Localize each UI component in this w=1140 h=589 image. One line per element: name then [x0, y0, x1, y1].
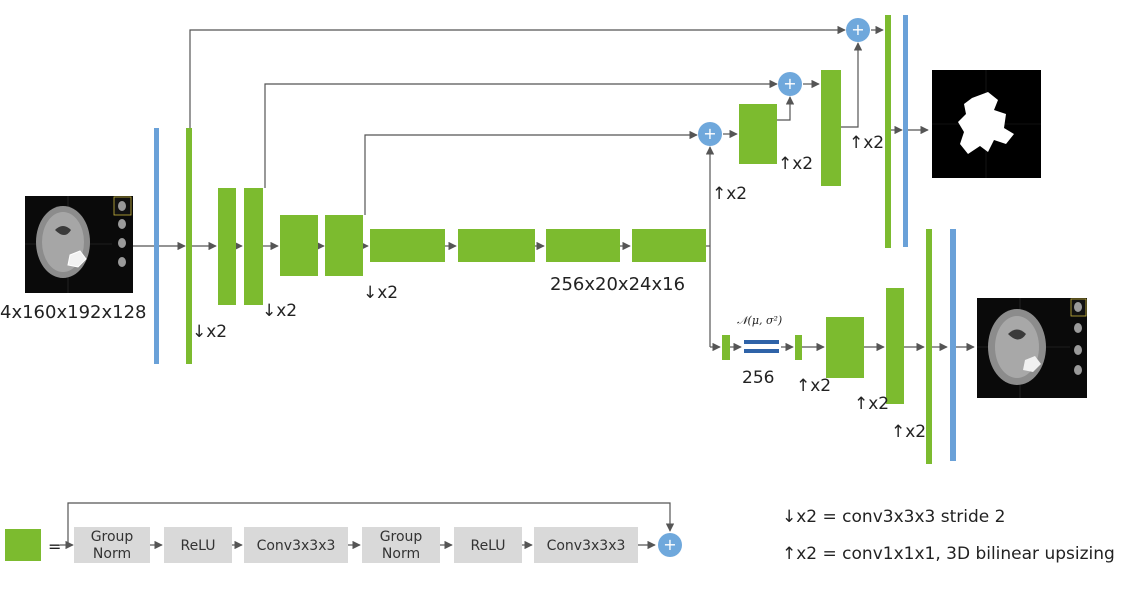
- down-label: ↓x2: [192, 322, 227, 342]
- input-shape-label: 4x160x192x128: [0, 302, 146, 323]
- input-blue-bar: [154, 128, 159, 364]
- reconstruction-output-image: [977, 298, 1087, 398]
- encoder-blocks: [186, 128, 706, 364]
- up-label: ↑x2: [891, 422, 926, 442]
- encoder-block: [218, 188, 236, 305]
- input-mri-image: [25, 196, 133, 293]
- decoder-blocks: [739, 15, 891, 248]
- encoder-block: [370, 229, 445, 262]
- vae-blocks: [722, 229, 932, 464]
- legend-step-label: ReLU: [180, 538, 215, 554]
- legend-step-label: Conv3x3x3: [257, 538, 336, 554]
- legend-step-box: [454, 527, 522, 563]
- down-definition: ↓x2 = conv3x3x3 stride 2: [782, 507, 1005, 527]
- down-label: ↓x2: [363, 283, 398, 303]
- plus-node: +: [658, 533, 682, 557]
- connections: [108, 25, 975, 352]
- blue-bars: [154, 15, 956, 461]
- latent-dim-label: 256: [742, 368, 774, 388]
- plus-node: +: [698, 122, 722, 146]
- decoder-block: [739, 104, 777, 164]
- encoder-block: [632, 229, 706, 262]
- decoder-block: [821, 70, 841, 186]
- latent-distribution-label: 𝒩(μ, σ²): [737, 314, 782, 327]
- vae-block: [795, 335, 802, 360]
- legend-step-label: ReLU: [470, 538, 505, 554]
- legend-step-box: [362, 527, 440, 563]
- legend-step-box: [74, 527, 150, 563]
- svg-text:+: +: [703, 124, 716, 143]
- encoder-block: [244, 188, 263, 305]
- up-label: ↑x2: [796, 376, 831, 396]
- down-label: ↓x2: [262, 301, 297, 321]
- up-label: ↑x2: [712, 184, 747, 204]
- up-label: ↑x2: [849, 133, 884, 153]
- legend-step-label: Group: [380, 529, 423, 545]
- legend-step-box: [534, 527, 638, 563]
- encoder-block: [325, 215, 363, 276]
- vae-block: [826, 317, 864, 378]
- output-seg-blue-bar: [903, 15, 908, 247]
- plus-node: +: [778, 72, 802, 96]
- up-definition: ↑x2 = conv1x1x1, 3D bilinear upsizing: [782, 544, 1115, 564]
- legend-step-label: Norm: [382, 546, 420, 562]
- block-legend: = Group Norm ReLU Conv3x3x3 Group Norm R…: [5, 502, 682, 563]
- vae-block: [926, 229, 932, 464]
- svg-text:+: +: [783, 74, 796, 93]
- vae-block: [886, 288, 904, 404]
- svg-text:+: +: [663, 535, 676, 554]
- encoder-block: [186, 128, 192, 364]
- segmentation-output-image: [932, 70, 1041, 178]
- legend-step-label: Norm: [93, 546, 131, 562]
- plus-nodes: + + +: [698, 18, 870, 146]
- legend-step-box: [244, 527, 348, 563]
- vae-block: [722, 335, 730, 360]
- latent-distribution-bars: [744, 340, 779, 353]
- plus-node: +: [846, 18, 870, 42]
- output-vae-blue-bar: [950, 229, 956, 461]
- legend-step-label: Conv3x3x3: [547, 538, 626, 554]
- legend-equals: =: [48, 537, 61, 556]
- decoder-block: [885, 15, 891, 248]
- encoder-block: [546, 229, 620, 262]
- up-label: ↑x2: [778, 154, 813, 174]
- up-label: ↑x2: [854, 394, 889, 414]
- encoder-block: [280, 215, 318, 276]
- legend-step-label: Group: [91, 529, 134, 545]
- legend-green-swatch: [5, 529, 41, 561]
- legend-step-box: [164, 527, 232, 563]
- encoder-block: [458, 229, 535, 262]
- svg-text:+: +: [851, 20, 864, 39]
- bottleneck-shape-label: 256x20x24x16: [550, 274, 685, 295]
